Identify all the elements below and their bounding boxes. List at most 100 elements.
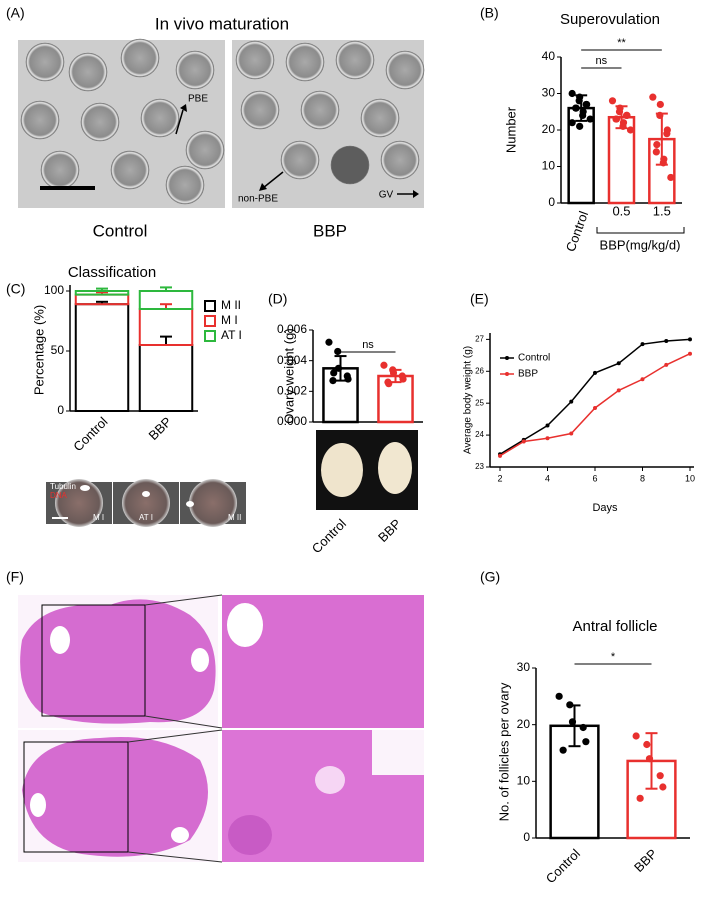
oocyte — [20, 100, 60, 140]
y-tick-label: 0.004 — [277, 353, 307, 367]
zoom-line — [127, 729, 223, 743]
data-point — [329, 377, 337, 385]
histology-bg — [372, 730, 424, 775]
error-bar — [645, 732, 658, 790]
image-label: GV — [379, 190, 394, 201]
oocyte — [110, 150, 150, 190]
oocyte — [235, 40, 275, 80]
data-point — [380, 361, 388, 369]
chart-title: Superovulation — [560, 11, 660, 28]
x-tick-label: 8 — [640, 473, 645, 483]
error-bar — [160, 335, 172, 345]
follicle — [50, 626, 70, 654]
panel-label: (A) — [6, 5, 25, 21]
data-point — [656, 772, 664, 780]
data-point — [330, 369, 338, 377]
oocyte — [68, 52, 108, 92]
zoom-box — [41, 604, 146, 717]
y-tick-label: 10 — [517, 774, 531, 788]
error-bar — [96, 287, 108, 291]
legend-label: AT I — [221, 328, 242, 342]
data-point — [636, 794, 644, 802]
data-point — [656, 100, 664, 109]
line-marker — [521, 439, 526, 444]
x-tick-label: Control — [563, 209, 591, 254]
data-point — [663, 130, 671, 138]
x-axis-label: Days — [592, 502, 618, 514]
significance-label: ** — [617, 37, 626, 49]
oocyte — [120, 38, 160, 78]
arrow-head — [180, 104, 187, 112]
x-tick-label: Control — [70, 414, 110, 454]
micrograph — [18, 38, 425, 208]
follicle — [228, 815, 272, 855]
oocyte — [55, 479, 103, 527]
oocyte — [189, 479, 237, 527]
oocyte — [165, 165, 205, 205]
significance-label: * — [611, 651, 616, 663]
error-bar — [615, 105, 628, 130]
panel-label: (D) — [268, 291, 287, 307]
x-tick-label: 1.5 — [653, 203, 671, 218]
follicle — [315, 766, 345, 794]
oocyte — [25, 42, 65, 82]
line-marker — [498, 453, 502, 458]
data-point — [559, 746, 567, 754]
oocyte — [240, 90, 280, 130]
zoom-line — [144, 715, 223, 729]
oocyte — [360, 98, 400, 138]
line-marker — [688, 351, 692, 356]
chart-title: Antral follicle — [572, 618, 657, 635]
y-tick-label: 20 — [517, 717, 531, 731]
bar-segment — [74, 303, 130, 413]
y-tick-label: 0 — [57, 403, 64, 417]
x-tick-label: 10 — [685, 473, 695, 483]
stage-label: M II — [228, 513, 241, 522]
y-tick-label: 40 — [542, 49, 556, 63]
data-point — [582, 100, 590, 109]
stage-label: M I — [93, 513, 104, 522]
oocyte — [330, 145, 370, 185]
data-point — [399, 375, 407, 383]
oocyte — [80, 102, 120, 142]
x-tick-label: BBP — [631, 846, 660, 875]
significance-label: ns — [596, 55, 608, 67]
y-tick-label: 24 — [475, 430, 484, 439]
chart-title: Classification — [68, 264, 156, 281]
spindle — [80, 485, 90, 491]
data-point — [649, 93, 657, 101]
legend-marker — [505, 356, 509, 360]
line-marker — [569, 399, 574, 404]
legend-label: M I — [221, 313, 238, 327]
stage-label: AT I — [139, 513, 153, 522]
y-tick-label: 10 — [542, 159, 556, 173]
x-tick-label: 2 — [497, 473, 502, 483]
x-tick-label: Control — [309, 516, 349, 556]
y-tick-label: 25 — [475, 398, 484, 407]
zoom-line — [144, 594, 223, 606]
follicle — [171, 827, 189, 843]
x-tick-label: BBP — [375, 516, 404, 545]
line-marker — [593, 370, 597, 375]
oocyte — [122, 479, 170, 527]
arrow-head — [413, 190, 419, 198]
arrow-head — [259, 183, 267, 191]
y-axis-label: Number — [503, 106, 518, 153]
y-tick-label: 27 — [475, 334, 484, 343]
x-tick-label: 4 — [545, 473, 550, 483]
oocyte — [380, 140, 420, 180]
y-axis-label: Average body weight (g) — [463, 346, 474, 454]
error-bar — [334, 355, 347, 382]
image-label: non-PBE — [238, 194, 278, 205]
follicle — [191, 648, 209, 672]
ovary — [321, 443, 363, 497]
bar-segment — [138, 344, 194, 412]
spindle — [186, 501, 194, 507]
follicle — [30, 793, 46, 817]
data-point — [653, 141, 661, 149]
oocyte — [335, 40, 375, 80]
oocyte — [280, 140, 320, 180]
y-tick-label: 0 — [548, 195, 555, 209]
x-tick-label: 6 — [592, 473, 597, 483]
